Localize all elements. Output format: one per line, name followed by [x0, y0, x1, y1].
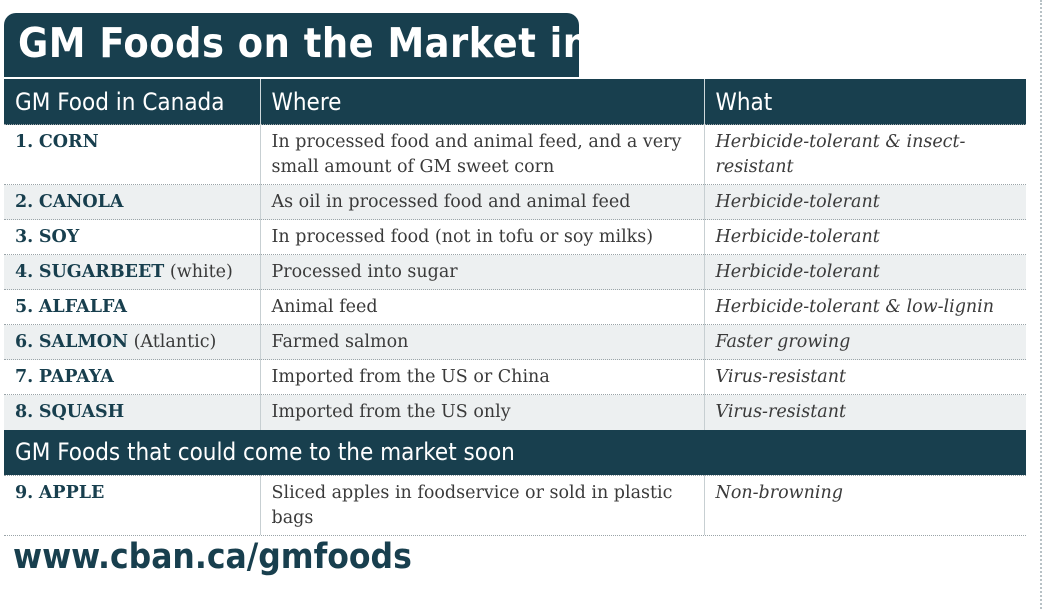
what-cell: Herbicide-tolerant & low-lignin — [703, 289, 1026, 325]
food-number: 5. — [15, 297, 34, 317]
what-cell: Herbicide-tolerant — [703, 219, 1026, 255]
food-name: SALMON — [38, 332, 128, 352]
food-number: 4. — [15, 262, 34, 282]
food-cell: 6. SALMON (Atlantic) — [4, 324, 260, 360]
where-cell: In processed food (not in tofu or soy mi… — [259, 219, 704, 255]
table-bottom-rule — [4, 535, 1026, 536]
food-cell: 7. PAPAYA — [4, 359, 260, 395]
table-row: 4. SUGARBEET (white) Processed into suga… — [4, 254, 1026, 290]
what-cell: Non-browning — [703, 474, 1026, 535]
food-cell: 3. SOY — [4, 219, 260, 255]
table-row: 1. CORN In processed food and animal fee… — [4, 124, 1026, 185]
food-number: 7. — [15, 367, 34, 387]
where-cell: Animal feed — [259, 289, 704, 325]
food-name: APPLE — [38, 482, 105, 503]
column-header-food: GM Food in Canada — [4, 79, 260, 125]
food-number: 9. — [15, 482, 34, 503]
where-cell: Imported from the US only — [259, 394, 704, 430]
website-link[interactable]: www.cban.ca/gmfoods — [13, 537, 412, 577]
what-cell: Herbicide-tolerant — [703, 254, 1026, 290]
table-row: 8. SQUASH Imported from the US only Viru… — [4, 394, 1026, 430]
table-row: 6. SALMON (Atlantic) Farmed salmon Faste… — [4, 324, 1026, 360]
where-cell: Farmed salmon — [259, 324, 704, 360]
food-cell: 8. SQUASH — [4, 394, 260, 430]
food-cell: 1. CORN — [4, 124, 260, 185]
what-cell: Virus-resistant — [703, 394, 1026, 430]
food-cell: 5. ALFALFA — [4, 289, 260, 325]
food-cell: 2. CANOLA — [4, 184, 260, 220]
food-number: 6. — [15, 332, 34, 352]
what-cell: Herbicide-tolerant — [703, 184, 1026, 220]
what-cell: Faster growing — [703, 324, 1026, 360]
where-cell: As oil in processed food and animal feed — [259, 184, 704, 220]
what-cell: Virus-resistant — [703, 359, 1026, 395]
food-note: (Atlantic) — [133, 332, 217, 352]
food-note: (white) — [169, 262, 233, 282]
where-cell: Sliced apples in foodservice or sold in … — [259, 474, 704, 535]
food-cell: 9. APPLE — [4, 474, 260, 535]
dotted-margin-rule — [1040, 0, 1042, 609]
food-name: SQUASH — [38, 402, 125, 422]
food-name: SOY — [38, 227, 80, 247]
food-name: SUGARBEET — [38, 262, 165, 282]
table-row: 5. ALFALFA Animal feed Herbicide-toleran… — [4, 289, 1026, 325]
where-cell: Imported from the US or China — [259, 359, 704, 395]
section-header-row: GM Foods that could come to the market s… — [4, 429, 1026, 475]
food-name: CORN — [38, 132, 99, 152]
page-title: GM Foods on the Market in Canada — [18, 19, 761, 67]
gm-foods-table: GM Food in Canada Where What 1. CORN In … — [4, 79, 1026, 535]
food-name: PAPAYA — [38, 367, 114, 387]
table-row: 7. PAPAYA Imported from the US or China … — [4, 359, 1026, 395]
what-cell: Herbicide-tolerant & insect-resistant — [703, 124, 1026, 185]
food-cell: 4. SUGARBEET (white) — [4, 254, 260, 290]
table-row: 9. APPLE Sliced apples in foodservice or… — [4, 474, 1026, 535]
table-header-row: GM Food in Canada Where What — [4, 79, 1026, 125]
where-cell: In processed food and animal feed, and a… — [259, 124, 704, 185]
food-number: 8. — [15, 402, 34, 422]
column-header-where: Where — [259, 79, 704, 125]
section-heading: GM Foods that could come to the market s… — [4, 429, 1026, 475]
where-cell: Processed into sugar — [259, 254, 704, 290]
food-number: 3. — [15, 227, 34, 247]
food-name: ALFALFA — [38, 297, 128, 317]
table-row: 2. CANOLA As oil in processed food and a… — [4, 184, 1026, 220]
food-number: 2. — [15, 192, 34, 212]
column-header-what: What — [703, 79, 1026, 125]
food-name: CANOLA — [38, 192, 124, 212]
food-number: 1. — [15, 132, 34, 152]
table-row: 3. SOY In processed food (not in tofu or… — [4, 219, 1026, 255]
title-banner: GM Foods on the Market in Canada — [4, 13, 760, 77]
